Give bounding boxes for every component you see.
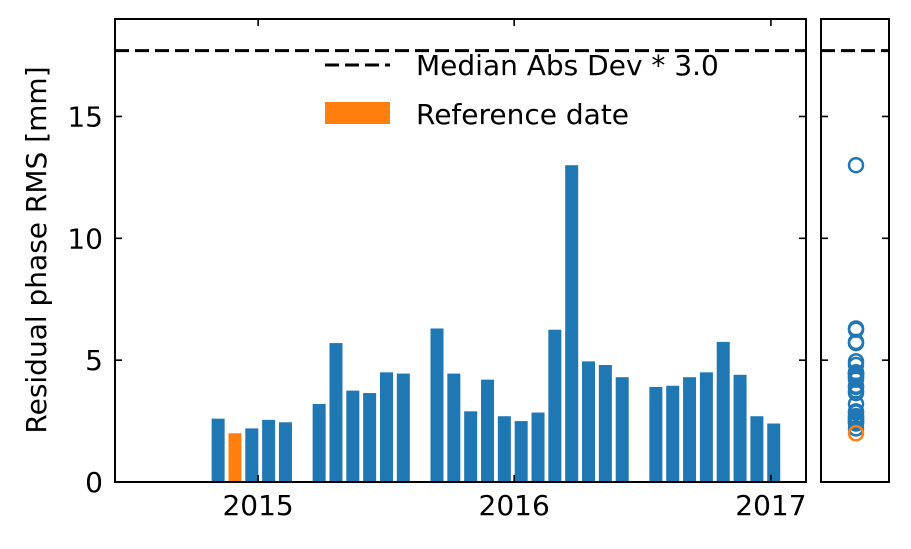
x-tick-label: 2016 xyxy=(479,489,550,522)
y-tick-label: 10 xyxy=(67,222,103,255)
bar xyxy=(447,373,461,482)
bar xyxy=(346,390,360,482)
bar xyxy=(615,377,629,482)
reference-point xyxy=(847,425,865,442)
side-ticks xyxy=(821,115,889,483)
bar xyxy=(716,341,730,482)
x-tick-labels: 2015 2016 2017 xyxy=(222,489,806,522)
point xyxy=(847,356,865,374)
bar xyxy=(430,328,444,482)
bar xyxy=(396,373,410,482)
bar xyxy=(733,374,747,482)
point xyxy=(847,407,865,425)
point xyxy=(847,420,865,437)
y-tick-label: 0 xyxy=(85,466,103,499)
bar xyxy=(278,422,292,482)
bar xyxy=(582,361,596,482)
legend-reference-swatch xyxy=(325,102,390,124)
bar xyxy=(565,165,579,482)
bar xyxy=(245,428,259,482)
bar xyxy=(598,365,612,482)
point xyxy=(847,366,865,384)
point xyxy=(847,415,865,432)
bar xyxy=(312,404,326,482)
bar xyxy=(211,418,225,482)
bar xyxy=(683,377,697,482)
main-ticks xyxy=(115,19,806,483)
y-tick-label: 5 xyxy=(85,344,103,377)
bar xyxy=(767,423,781,482)
bar xyxy=(666,385,680,482)
bar xyxy=(649,386,663,482)
y-tick-label: 15 xyxy=(67,100,103,133)
main-axes-frame xyxy=(114,18,807,483)
value-distribution-points xyxy=(847,156,865,442)
bar xyxy=(750,416,764,482)
reference-bar xyxy=(228,433,242,482)
y-axis-label: Residual phase RMS [mm] xyxy=(20,66,53,433)
bar-series xyxy=(211,165,781,482)
bar xyxy=(379,372,393,482)
y-tick-labels: 0 5 10 15 xyxy=(67,100,103,499)
bar xyxy=(262,419,276,482)
point xyxy=(847,333,865,351)
bar xyxy=(481,379,495,482)
legend: Median Abs Dev * 3.0 Reference date xyxy=(325,49,719,131)
bar xyxy=(464,411,478,482)
bar xyxy=(363,393,377,482)
bar xyxy=(699,372,713,482)
legend-label-threshold: Median Abs Dev * 3.0 xyxy=(416,49,719,82)
point xyxy=(847,321,865,338)
bar xyxy=(497,416,511,482)
bar xyxy=(548,329,562,482)
bar xyxy=(329,343,343,482)
legend-label-reference: Reference date xyxy=(416,98,629,131)
x-tick-label: 2017 xyxy=(735,489,806,522)
point xyxy=(847,156,865,174)
bar xyxy=(531,412,545,482)
bar xyxy=(514,421,528,482)
x-tick-label: 2015 xyxy=(222,489,293,522)
side-axes-frame xyxy=(820,18,890,483)
